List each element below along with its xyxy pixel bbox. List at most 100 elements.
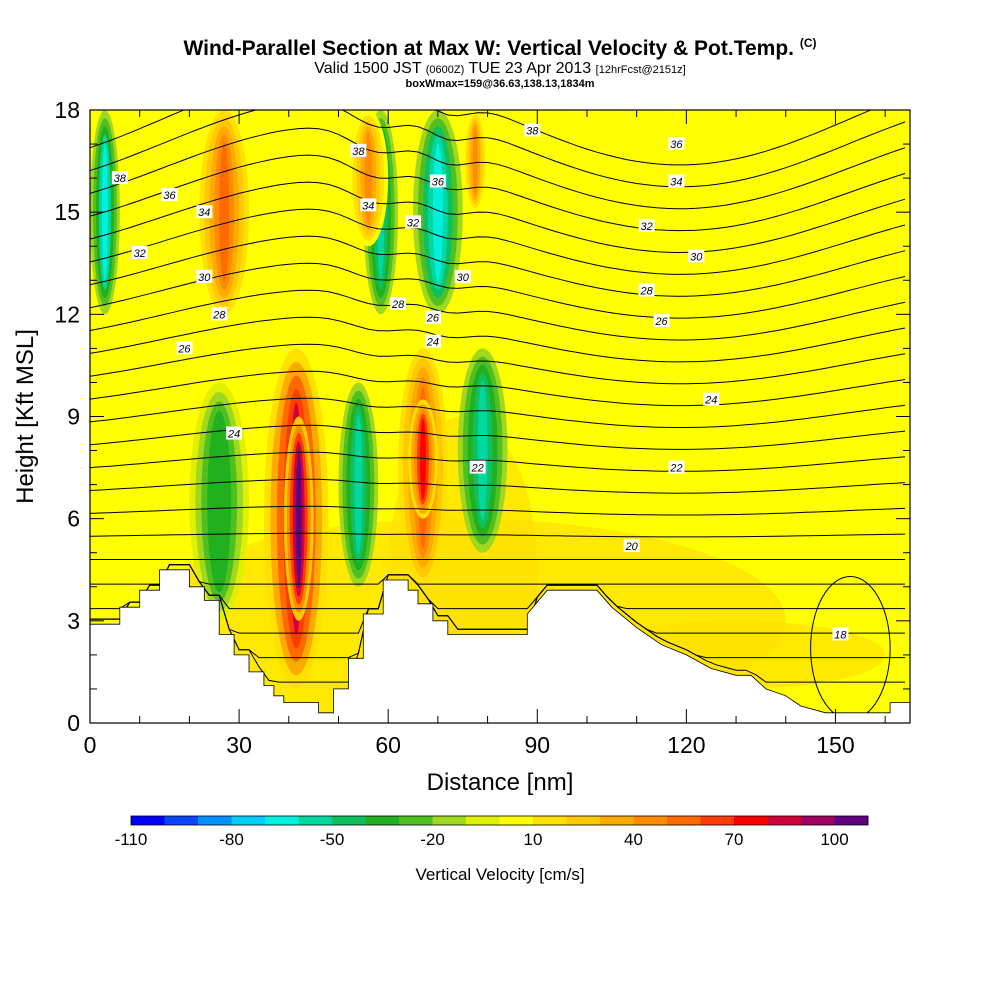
contour-label: 38 (350, 143, 367, 158)
contour-label: 36 (161, 188, 178, 202)
contour-label-bg (668, 174, 685, 188)
contour-label: 24 (703, 392, 720, 406)
colorbar-tick-label: 10 (524, 830, 543, 849)
y-axis-title: Height [Kft MSL] (12, 329, 39, 504)
colorbar-tick-label: 100 (820, 830, 848, 849)
colorbar-title: Vertical Velocity [cm/s] (415, 865, 584, 884)
contour-label-bg (196, 205, 213, 219)
y-tick-label: 15 (54, 199, 80, 225)
colorbar-swatch (198, 816, 232, 825)
contour-label: 26 (176, 341, 193, 355)
contour-label: 20 (623, 538, 640, 553)
contour-label-bg (390, 297, 407, 311)
theta-contour-line (90, 208, 906, 275)
theta-contour-line (90, 316, 906, 363)
colorbar-tick-label: -110 (115, 830, 148, 849)
contour-label-bg (226, 426, 243, 440)
theta-contour-line (90, 478, 906, 494)
colorbar-swatch (265, 816, 299, 825)
contour-label: 30 (454, 269, 471, 284)
contour-label: 22 (469, 460, 486, 475)
velocity-cell (213, 420, 226, 583)
contour-label-bg (638, 283, 655, 297)
colorbar-swatch (332, 816, 366, 825)
contour-label: 24 (424, 334, 441, 349)
contour-label-text: 28 (639, 285, 653, 297)
contour-label: 30 (688, 249, 705, 263)
x-tick-label: 90 (524, 732, 550, 758)
contour-label-text: 34 (198, 207, 210, 219)
colorbar-swatch (700, 816, 735, 825)
colorbar-swatch (834, 816, 869, 825)
colorbar-swatch (131, 816, 165, 825)
contour-label: 28 (638, 283, 655, 297)
contour-label-text: 18 (834, 629, 847, 641)
contour-label-text: 30 (457, 272, 470, 284)
colorbar-swatch (298, 816, 333, 825)
contour-label: 36 (429, 174, 446, 189)
contour-label: 32 (405, 215, 422, 229)
contour-label-text: 36 (432, 177, 445, 189)
x-tick-label: 120 (667, 732, 705, 758)
theta-contour-line (90, 262, 906, 319)
y-tick-label: 12 (54, 301, 80, 327)
y-tick-label: 3 (67, 608, 80, 634)
title-text: Wind-Parallel Section at Max W: Vertical… (183, 37, 794, 60)
colorbar-swatch (432, 816, 467, 825)
contour-label-text: 32 (134, 248, 146, 260)
colorbar-swatch (533, 816, 567, 825)
contour-label: 26 (653, 314, 670, 328)
contour-label-bg (424, 310, 441, 324)
theta-contour-line (90, 505, 906, 516)
contour-label-bg (161, 188, 178, 202)
theta-contour-line (90, 154, 906, 232)
colorbar-swatch (231, 816, 266, 825)
contour-label-text: 36 (670, 139, 683, 151)
contour-label-bg (424, 334, 441, 348)
contour-label-bg (668, 137, 685, 151)
contour-label-text: 26 (177, 343, 191, 355)
contour-label-bg (653, 314, 670, 328)
colorbar-frame (130, 815, 869, 826)
contour-label: 36 (668, 137, 685, 151)
contour-label-text: 38 (526, 125, 539, 137)
theta-contour-line (90, 564, 905, 634)
y-tick-label: 0 (67, 710, 80, 736)
x-axis-title: Distance [nm] (427, 769, 574, 796)
theta-contour-line (90, 564, 905, 610)
y-tick-label: 9 (67, 404, 80, 430)
contour-label-text: 24 (704, 394, 717, 406)
theta-contour-line (90, 564, 905, 585)
contour-label-bg (360, 198, 377, 212)
valid-utc: (0600Z) (425, 64, 465, 76)
colorbar-swatch (399, 816, 433, 825)
contour-label: 34 (360, 198, 377, 212)
contour-label-text: 32 (407, 217, 419, 229)
x-axis: 0 30 60 90 120 150 (84, 110, 886, 758)
contour-label-bg (111, 171, 128, 185)
contour-label-text: 30 (198, 272, 211, 284)
contour-label-bg (638, 218, 655, 232)
colorbar-swatch (667, 816, 701, 825)
velocity-cell (354, 415, 363, 555)
contour-label-bg (176, 341, 193, 355)
contour-label-text: 38 (352, 146, 365, 158)
y-axis: 0 36 9 12 15 18 (54, 97, 910, 736)
theta-contour-line (90, 370, 906, 407)
contour-label-text: 36 (163, 190, 176, 202)
contour-label-text: 38 (114, 173, 127, 185)
contour-label-bg (429, 174, 446, 188)
contour-label-text: 28 (391, 299, 405, 311)
colorbar-swatch (801, 816, 835, 825)
contour-label-text: 28 (212, 309, 226, 321)
contour-label-text: 22 (669, 463, 682, 475)
contour-label-bg (196, 269, 213, 283)
contour-label: 28 (211, 307, 228, 321)
theta-contour-line (90, 451, 906, 472)
contour-label: 38 (111, 171, 128, 185)
contour-label-bg (703, 392, 720, 406)
colorbar-tick-label: 70 (725, 830, 744, 849)
velocity-cell (295, 449, 302, 589)
contour-label-bg (350, 143, 367, 157)
